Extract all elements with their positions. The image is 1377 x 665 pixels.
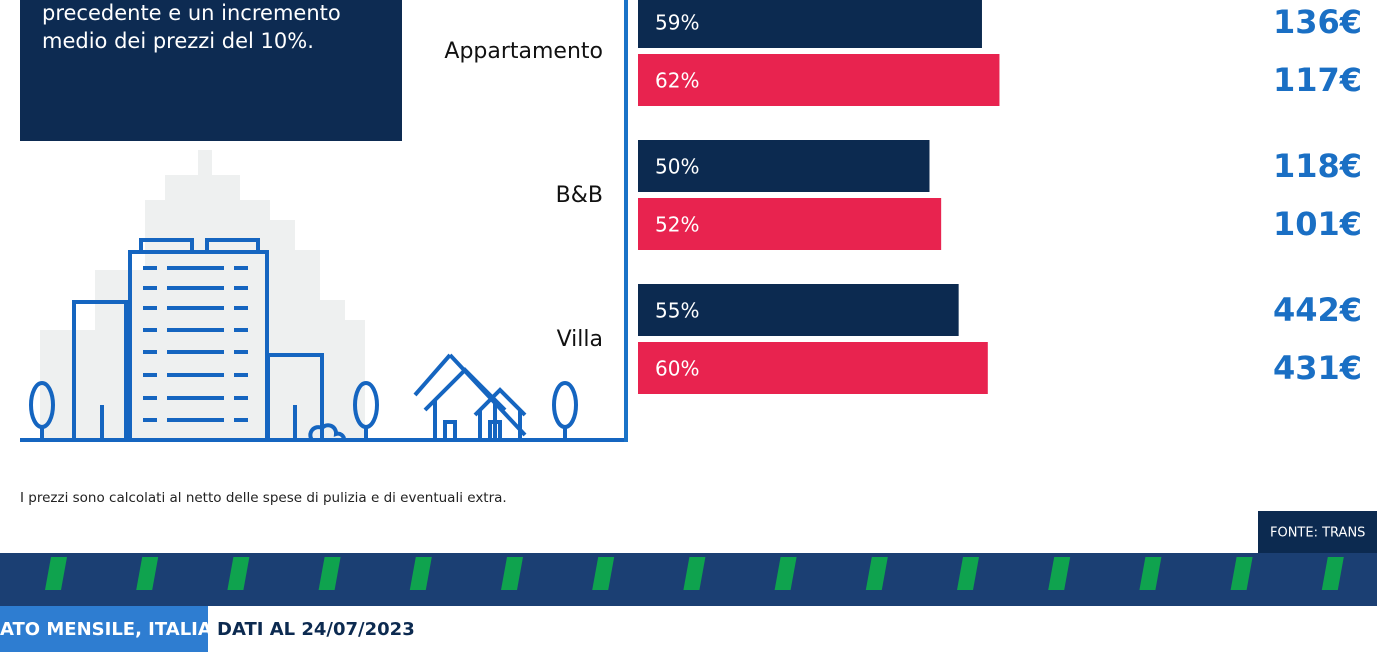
value-label: 60% — [655, 357, 699, 381]
price-label: 431€ — [1273, 349, 1362, 387]
price-label: 136€ — [1273, 3, 1362, 41]
value-label: 50% — [655, 155, 699, 179]
price-label: 118€ — [1273, 147, 1362, 185]
value-label: 52% — [655, 213, 699, 237]
price-label: 101€ — [1273, 205, 1362, 243]
price-label: 117€ — [1273, 61, 1362, 99]
bar — [638, 198, 942, 250]
bar — [638, 284, 959, 336]
category-label: Villa — [557, 327, 603, 352]
intro-line: precedente e un incremento — [42, 1, 341, 25]
bar — [638, 342, 988, 394]
footer-tag: ATO MENSILE, ITALIA — [0, 619, 212, 640]
price-label: 442€ — [1273, 291, 1362, 329]
footer-tag-box — [0, 606, 208, 652]
intro-box — [20, 0, 402, 141]
value-label: 62% — [655, 69, 699, 93]
bar — [638, 0, 982, 48]
bar — [638, 54, 1000, 106]
source: FONTE: TRANS — [1270, 526, 1365, 541]
category-label: B&B — [556, 183, 603, 208]
intro-line: medio dei prezzi del 10%. — [42, 29, 314, 53]
value-label: 59% — [655, 11, 699, 35]
city-illustration — [20, 150, 628, 442]
footer-date: DATI AL 24/07/2023 — [217, 619, 415, 640]
bar — [638, 140, 930, 192]
category-label: Appartamento — [444, 39, 603, 64]
value-label: 55% — [655, 299, 699, 323]
band-decoration — [45, 557, 1344, 590]
source-box — [1258, 511, 1377, 553]
footnote: I prezzi sono calcolati al netto delle s… — [20, 490, 507, 506]
